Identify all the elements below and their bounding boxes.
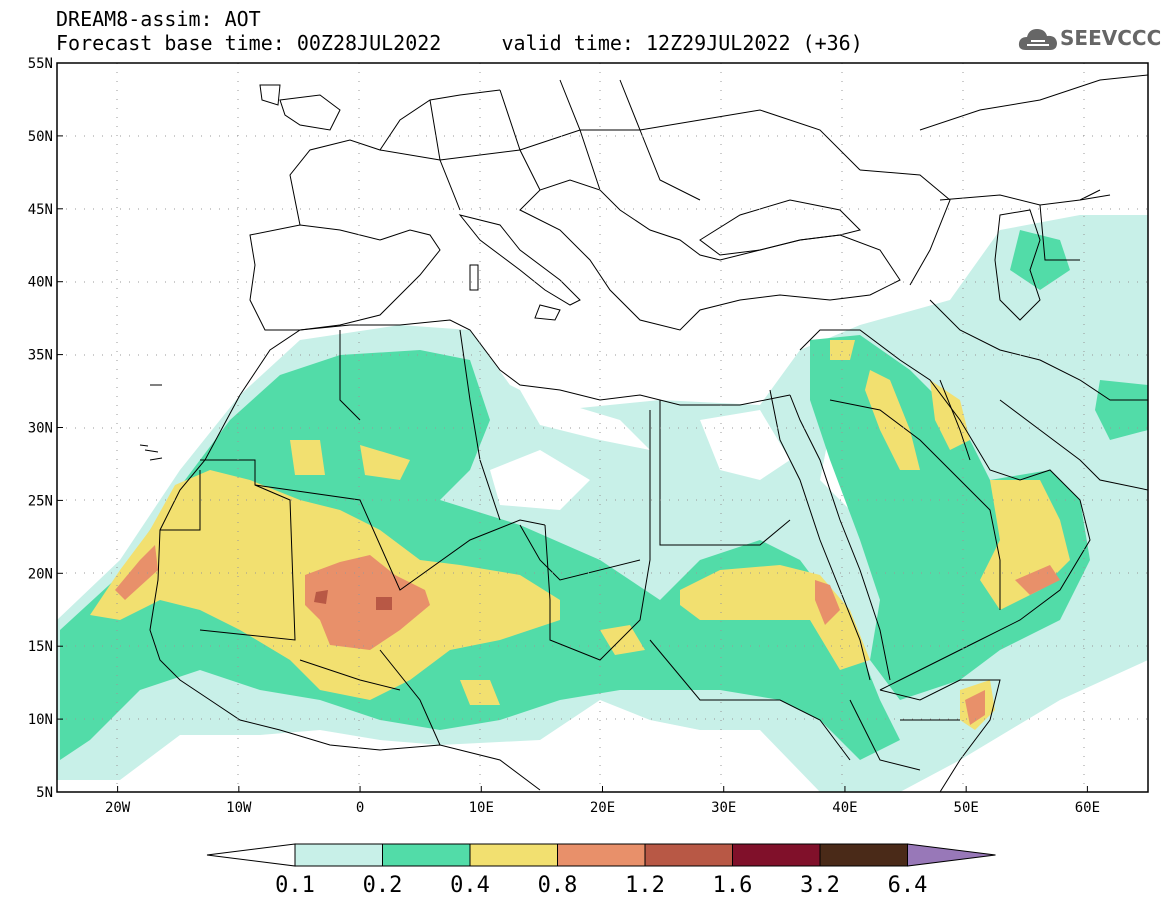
colorbar-under-arrow [206,843,296,867]
graticule [57,63,1148,792]
lat-tick-label: 5N [36,785,53,801]
title-line-1: DREAM8-assim: AOT [56,7,261,31]
cloud-icon [1018,29,1057,50]
colorbar-segment [469,843,558,867]
lat-tick-label: 45N [28,202,53,218]
latitude-axis: 55N 50N 45N 40N 35N 30N 25N 20N 15N 10N 5N [28,56,63,801]
colorbar-level-label: 0.4 [450,873,490,898]
lon-tick-label: 60E [1075,800,1100,816]
coastlines [139,74,1148,792]
colorbar-segment [294,843,383,867]
colorbar-segment [382,843,471,867]
aot-band-1.2 [314,590,392,610]
colorbar-over-arrow [907,843,996,867]
lat-tick-label: 55N [28,56,53,72]
lon-tick-label: 0 [356,800,364,816]
colorbar-segment [819,843,908,867]
lon-tick-label: 20W [105,800,131,816]
colorbar-level-label: 3.2 [800,873,840,898]
longitude-axis: 20W 10W 0 10E 20E 30E 40E 50E 60E [105,786,1100,816]
lat-tick-label: 50N [28,129,53,145]
colorbar-level-label: 0.2 [363,873,403,898]
lon-tick-label: 20E [590,800,615,816]
aot-band-0.8 [115,545,1060,725]
colorbar-level-label: 1.6 [713,873,753,898]
lat-tick-label: 15N [28,639,53,655]
title-line-2: Forecast base time: 00Z28JUL2022 valid t… [56,31,863,55]
seevccc-logo: SEEVCCC [1018,22,1162,56]
lon-tick-label: 10W [226,800,252,816]
lon-tick-label: 30E [711,800,736,816]
colorbar-level-label: 0.8 [538,873,578,898]
lat-tick-label: 35N [28,348,53,364]
colorbar-segment [557,843,646,867]
lat-tick-label: 30N [28,421,53,437]
colorbar-segment [732,843,821,867]
logo-text: SEEVCCC [1060,26,1162,50]
colorbar-segment [644,843,733,867]
lon-tick-label: 10E [469,800,494,816]
lat-tick-label: 40N [28,275,53,291]
colorbar-level-label: 1.2 [625,873,665,898]
aot-field [57,215,1148,792]
colorbar: 0.1 0.2 0.4 0.8 1.2 1.6 3.2 6.4 [206,843,996,898]
lon-tick-label: 50E [954,800,979,816]
colorbar-level-label: 6.4 [888,873,928,898]
lat-tick-label: 20N [28,566,53,582]
lat-tick-label: 25N [28,493,53,509]
colorbar-level-label: 0.1 [275,873,315,898]
lon-tick-label: 40E [832,800,857,816]
lat-tick-label: 10N [28,712,53,728]
